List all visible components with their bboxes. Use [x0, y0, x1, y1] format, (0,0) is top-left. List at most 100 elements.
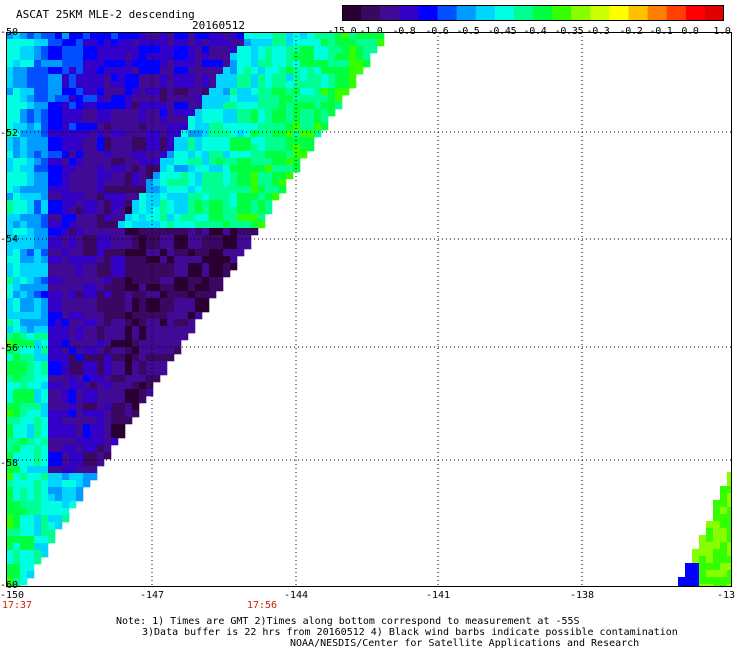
data-cell — [685, 577, 693, 585]
data-cell — [97, 431, 105, 439]
data-cell — [139, 249, 147, 257]
data-cell — [160, 46, 168, 54]
data-cell — [34, 508, 42, 516]
data-cell — [76, 473, 84, 481]
data-cell — [223, 123, 231, 131]
data-cell — [258, 214, 266, 222]
data-cell — [314, 60, 322, 68]
data-cell — [251, 165, 259, 173]
data-cell — [62, 494, 70, 502]
data-cell — [202, 172, 210, 180]
data-cell — [76, 396, 84, 404]
data-cell — [90, 459, 98, 467]
data-cell — [307, 137, 315, 145]
data-cell — [48, 151, 56, 159]
data-cell — [97, 298, 105, 306]
data-cell — [104, 214, 112, 222]
data-cell — [286, 46, 294, 54]
data-cell — [104, 256, 112, 264]
data-cell — [132, 88, 140, 96]
data-cell — [104, 46, 112, 54]
data-cell — [97, 424, 105, 432]
data-cell — [34, 179, 42, 187]
data-cell — [41, 207, 49, 215]
data-cell — [209, 39, 217, 47]
data-cell — [153, 109, 161, 117]
data-cell — [34, 277, 42, 285]
data-cell — [97, 109, 105, 117]
data-cell — [41, 214, 49, 222]
data-cell — [34, 242, 42, 250]
data-cell — [76, 144, 84, 152]
figure-title: ASCAT 25KM MLE-2 descending — [16, 8, 195, 21]
data-cell — [104, 298, 112, 306]
data-cell — [146, 340, 154, 348]
data-cell — [216, 151, 224, 159]
data-cell — [727, 521, 732, 529]
data-cell — [188, 109, 196, 117]
data-cell — [6, 382, 14, 390]
data-cell — [188, 137, 196, 145]
data-cell — [6, 578, 14, 586]
data-cell — [223, 32, 231, 40]
data-cell — [209, 67, 217, 75]
data-cell — [41, 32, 49, 40]
data-cell — [300, 81, 308, 89]
data-cell — [111, 67, 119, 75]
data-cell — [6, 137, 14, 145]
data-cell — [27, 165, 35, 173]
data-cell — [27, 382, 35, 390]
color-swatch — [552, 5, 572, 21]
data-cell — [209, 284, 217, 292]
data-cell — [244, 53, 252, 61]
data-cell — [335, 60, 343, 68]
data-cell — [251, 228, 259, 236]
data-cell — [55, 123, 63, 131]
data-cell — [181, 95, 189, 103]
data-cell — [97, 116, 105, 124]
data-cell — [97, 354, 105, 362]
data-cell — [139, 39, 147, 47]
data-cell — [90, 137, 98, 145]
data-cell — [139, 368, 147, 376]
data-cell — [125, 284, 133, 292]
data-cell — [34, 165, 42, 173]
data-cell — [13, 550, 21, 558]
data-cell — [216, 284, 224, 292]
data-cell — [97, 179, 105, 187]
data-cell — [83, 312, 91, 320]
data-cell — [62, 417, 70, 425]
data-cell — [167, 305, 175, 313]
data-cell — [27, 501, 35, 509]
data-cell — [132, 74, 140, 82]
data-cell — [6, 501, 14, 509]
data-cell — [6, 228, 14, 236]
data-cell — [69, 130, 77, 138]
data-cell — [13, 263, 21, 271]
data-cell — [97, 81, 105, 89]
data-cell — [125, 312, 133, 320]
data-cell — [13, 249, 21, 257]
data-cell — [181, 319, 189, 327]
data-cell — [55, 487, 63, 495]
data-cell — [146, 382, 154, 390]
data-cell — [188, 158, 196, 166]
data-cell — [237, 186, 245, 194]
data-cell — [153, 179, 161, 187]
data-cell — [146, 67, 154, 75]
data-cell — [34, 319, 42, 327]
data-cell — [90, 165, 98, 173]
data-cell — [41, 424, 49, 432]
data-cell — [48, 277, 56, 285]
data-cell — [76, 214, 84, 222]
data-cell — [209, 60, 217, 68]
data-cell — [160, 319, 168, 327]
data-cell — [160, 347, 168, 355]
data-cell — [13, 543, 21, 551]
data-cell — [6, 536, 14, 544]
data-cell — [111, 270, 119, 278]
data-cell — [27, 130, 35, 138]
data-cell — [195, 123, 203, 131]
data-cell — [104, 123, 112, 131]
data-cell — [6, 466, 14, 474]
